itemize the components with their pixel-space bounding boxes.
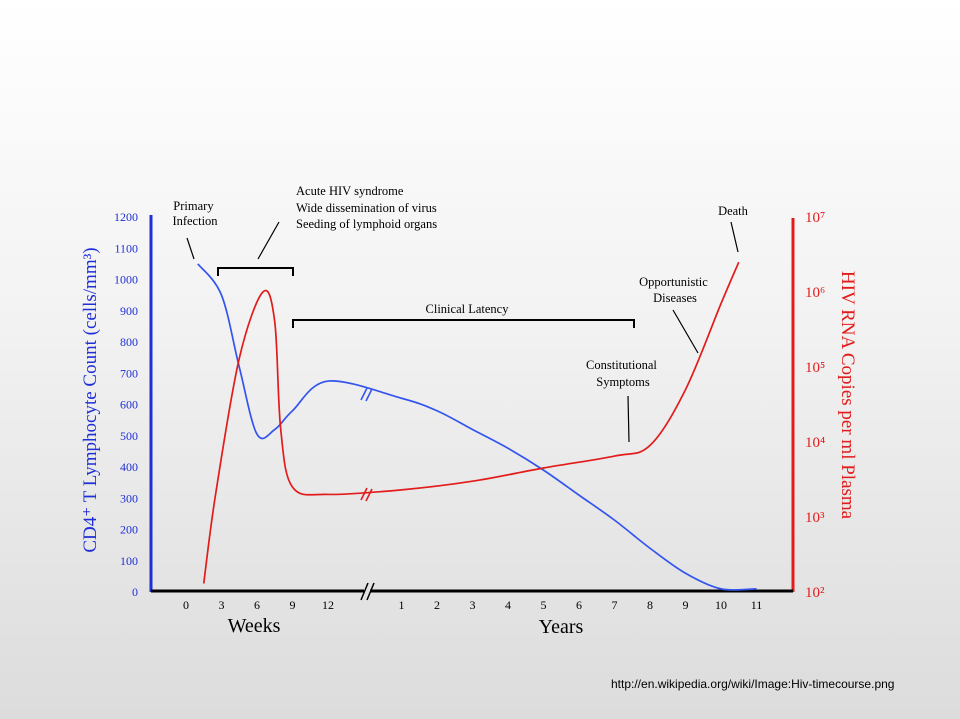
curve-break-blue [360,387,373,402]
clinical-latency-bracket [292,319,635,328]
x-tick-year-11: 11 [751,598,763,612]
acute-phase-bracket [217,267,294,276]
right-axis-tick-labels: 10² 10³ 10⁴ 10⁵ 10⁶ 10⁷ [805,210,825,601]
x-tick-week-0: 0 [183,598,189,612]
opportunistic-diseases-pointer [672,309,699,354]
x-tick-year-1: 1 [399,598,405,612]
cd4-count-line [197,263,757,591]
left-tick-0: 0 [132,585,138,599]
annotation-opportunistic-line-1: Opportunistic [639,275,708,289]
acute-syndrome-pointer [257,221,280,260]
right-tick-4: 10⁶ [805,285,825,301]
death-pointer [730,221,739,253]
hiv-rna-line [202,261,740,584]
x-axis-title-weeks: Weeks [228,615,281,637]
x-tick-year-3: 3 [470,598,476,612]
left-tick-500: 500 [120,429,138,443]
right-tick-0: 10² [805,585,825,601]
x-tick-year-5: 5 [541,598,547,612]
annotation-acute-hiv-line-1: Acute HIV syndrome [296,184,404,198]
left-tick-400: 400 [120,460,138,474]
x-tick-year-6: 6 [576,598,582,612]
annotation-acute-hiv-line-3: Seeding of lymphoid organs [296,217,437,231]
x-tick-week-6: 6 [254,598,260,612]
annotation-acute-hiv: Acute HIV syndrome Wide dissemination of… [296,184,440,231]
constitutional-symptoms-pointer [627,395,630,443]
x-tick-week-9: 9 [290,598,296,612]
x-axis-break [360,582,375,601]
annotation-clinical-latency: Clinical Latency [426,302,510,316]
x-tick-year-4: 4 [505,598,511,612]
left-tick-1200: 1200 [114,210,138,224]
x-tick-year-8: 8 [647,598,653,612]
left-tick-900: 900 [120,304,138,318]
x-axis-title-years: Years [539,616,584,638]
left-tick-300: 300 [120,491,138,505]
left-axis-label: CD4⁺ T Lymphocyte Count (cells/mm³) [80,247,101,552]
right-tick-2: 10⁴ [805,435,825,451]
left-tick-1000: 1000 [114,273,138,287]
annotation-death: Death [718,204,749,218]
source-url[interactable]: http://en.wikipedia.org/wiki/Image:Hiv-t… [611,677,895,691]
left-tick-100: 100 [120,554,138,568]
left-tick-800: 800 [120,335,138,349]
x-tick-year-2: 2 [434,598,440,612]
x-tick-week-3: 3 [219,598,225,612]
right-tick-5: 10⁷ [805,210,825,226]
x-tick-week-12: 12 [322,598,334,612]
annotation-primary-infection-line-2: Infection [172,214,218,228]
left-axis-tick-labels: 0 100 200 300 400 500 600 700 800 900 1000 1100 1200 [114,210,138,599]
annotation-constitutional-line-2: Symptoms [596,375,650,389]
annotation-constitutional-symptoms: Constitutional Symptoms [586,358,660,389]
x-axis-tick-labels: 0 3 6 9 12 1 2 3 4 5 6 7 8 9 10 11 [183,598,762,612]
right-tick-1: 10³ [805,510,825,526]
annotation-acute-hiv-line-2: Wide dissemination of virus [296,201,437,215]
annotation-opportunistic-line-2: Diseases [653,291,697,305]
annotation-constitutional-line-1: Constitutional [586,358,657,372]
x-tick-year-9: 9 [683,598,689,612]
primary-infection-pointer [186,237,195,260]
left-tick-600: 600 [120,398,138,412]
x-tick-year-7: 7 [612,598,618,612]
annotation-opportunistic-diseases: Opportunistic Diseases [639,275,711,305]
curve-break-red [360,487,373,502]
right-axis-label: HIV RNA Copies per ml Plasma [837,271,858,520]
left-tick-700: 700 [120,366,138,380]
annotation-primary-infection: Primary Infection [172,199,218,228]
left-tick-1100: 1100 [114,241,138,255]
right-tick-3: 10⁵ [805,360,825,376]
left-tick-200: 200 [120,523,138,537]
x-tick-year-10: 10 [715,598,727,612]
annotation-primary-infection-line-1: Primary [173,199,214,213]
